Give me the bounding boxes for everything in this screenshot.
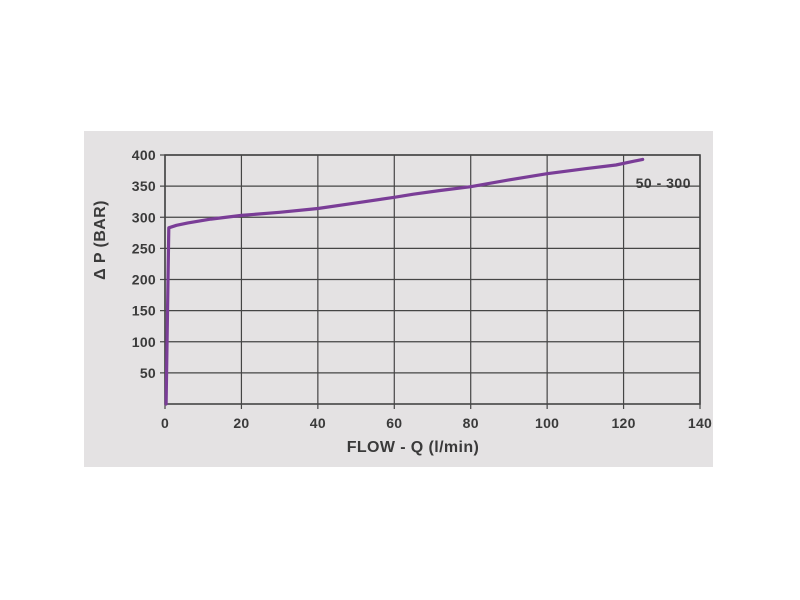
chart-panel-background	[84, 131, 713, 467]
y-tick-label-250: 250	[132, 240, 156, 256]
x-tick-label-0: 0	[161, 415, 169, 431]
x-tick-label-120: 120	[611, 415, 635, 431]
y-tick-label-150: 150	[132, 303, 156, 319]
y-tick-label-350: 350	[132, 178, 156, 194]
axis-tick-marks	[160, 154, 701, 409]
y-tick-label-200: 200	[132, 272, 156, 288]
x-tick-label-100: 100	[535, 415, 559, 431]
x-tick-label-40: 40	[310, 415, 326, 431]
y-axis-title: Δ P (BAR)	[92, 200, 109, 280]
x-tick-label-140: 140	[688, 415, 712, 431]
x-tick-label-80: 80	[463, 415, 479, 431]
curve-annotation: 50 - 300	[636, 175, 691, 191]
x-tick-label-20: 20	[233, 415, 249, 431]
x-tick-label-60: 60	[386, 415, 402, 431]
y-tick-label-400: 400	[132, 147, 156, 163]
y-tick-labels: 50 100 150 200 250 300 350 400	[132, 147, 156, 381]
pressure-curve	[164, 157, 645, 406]
y-tick-label-50: 50	[140, 365, 156, 381]
x-tick-labels: 0 20 40 60 80 100 120 140	[161, 415, 712, 431]
y-tick-label-100: 100	[132, 334, 156, 350]
y-tick-label-300: 300	[132, 209, 156, 225]
x-axis-title: FLOW - Q (l/min)	[347, 439, 480, 456]
